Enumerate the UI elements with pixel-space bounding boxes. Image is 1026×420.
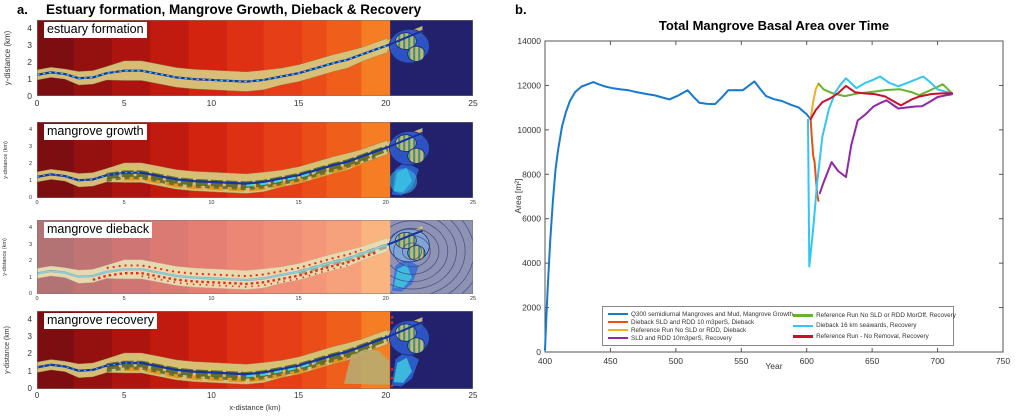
chart-title: Total Mangrove Basal Area over Time [658, 18, 890, 33]
legend-label: Dieback SLD and RDD 10 m3perS, Dieback [631, 318, 755, 326]
svg-text:450: 450 [603, 356, 617, 366]
legend-label: Dieback 16 km seawards, Recovery [816, 322, 917, 330]
svg-text:10000: 10000 [517, 125, 541, 135]
legend-item: Q300 semidiurnal Mangroves and Mud, Mang… [608, 311, 793, 318]
legend-swatch [793, 314, 814, 317]
x-axis-ticks: 0 5 10 15 20 25 [34, 391, 478, 400]
y-axis-label: y-distance (km) [4, 326, 11, 374]
svg-text:12000: 12000 [517, 80, 541, 90]
svg-text:600: 600 [800, 356, 814, 366]
legend-label: SLD and RDD 10m3perS, Recovery [631, 334, 732, 342]
map-label: mangrove growth [44, 124, 147, 140]
map-label: estuary formation [44, 22, 147, 38]
svg-text:750: 750 [996, 356, 1010, 366]
basal-area-chart: 400 450 500 550 600 650 700 750 0 2000 4000 6000 800… [517, 36, 1010, 366]
panel-b-label: b. [515, 2, 527, 17]
chart-y-axis-label: Area [m²] [513, 178, 523, 214]
map-label: mangrove recovery [44, 313, 157, 329]
legend-swatch [608, 320, 628, 324]
map-label: mangrove dieback [44, 222, 153, 238]
panel-b: b. Total Mangrove Basal Area over Time 4… [505, 0, 1026, 420]
y-axis-label: y-distance (km) [2, 238, 8, 276]
x-axis-label: x-distance (km) [229, 403, 281, 412]
legend-swatch [793, 324, 814, 328]
legend-swatch [608, 336, 628, 340]
svg-text:700: 700 [930, 356, 944, 366]
chart-x-axis-label: Year [765, 361, 783, 371]
x-axis-ticks: 0 5 10 15 20 25 [35, 296, 477, 302]
legend-item: SLD and RDD 10m3perS, Recovery [608, 335, 793, 342]
legend-label: Q300 semidiurnal Mangroves and Mud, Mang… [631, 310, 794, 318]
legend-item: Reference Run No SLD or RDD MorOff, Reco… [793, 312, 956, 319]
legend-label: Reference Run No SLD or RDD, Dieback [631, 326, 747, 334]
legend-item: Dieback SLD and RDD 10 m3perS, Dieback [608, 319, 793, 326]
x-axis-ticks: 0 5 10 15 20 25 [34, 98, 478, 108]
chart-legend: Q300 semidiurnal Mangroves and Mud, Mang… [602, 306, 956, 346]
legend-label: Reference Run No SLD or RDD MorOff, Reco… [816, 311, 956, 319]
legend-swatch [608, 312, 628, 316]
svg-text:500: 500 [669, 356, 683, 366]
panel-a: a. Estuary formation, Mangrove Growth, D… [0, 0, 500, 420]
svg-text:550: 550 [734, 356, 748, 366]
panel-a-title: Estuary formation, Mangrove Growth, Dieb… [46, 2, 422, 17]
legend-swatch [793, 335, 814, 338]
panel-a-label: a. [17, 2, 28, 17]
x-axis-ticks: 0 5 10 15 20 25 [35, 200, 477, 206]
y-axis-label: y-distance (km) [3, 30, 12, 86]
legend-item: Reference Run - No Removal, Recovery [793, 333, 956, 340]
svg-text:8000: 8000 [522, 169, 541, 179]
svg-text:650: 650 [865, 356, 879, 366]
svg-text:6000: 6000 [522, 214, 541, 224]
svg-text:4000: 4000 [522, 258, 541, 268]
legend-item: Reference Run No SLD or RDD, Dieback [608, 327, 793, 334]
legend-item: Dieback 16 km seawards, Recovery [793, 322, 956, 329]
legend-swatch [608, 328, 628, 332]
svg-text:2000: 2000 [522, 303, 541, 313]
y-axis-label: y-distance (km) [3, 141, 9, 179]
svg-text:14000: 14000 [517, 36, 541, 46]
svg-text:400: 400 [538, 356, 552, 366]
legend-label: Reference Run - No Removal, Recovery [816, 333, 929, 341]
svg-text:0: 0 [536, 347, 541, 357]
